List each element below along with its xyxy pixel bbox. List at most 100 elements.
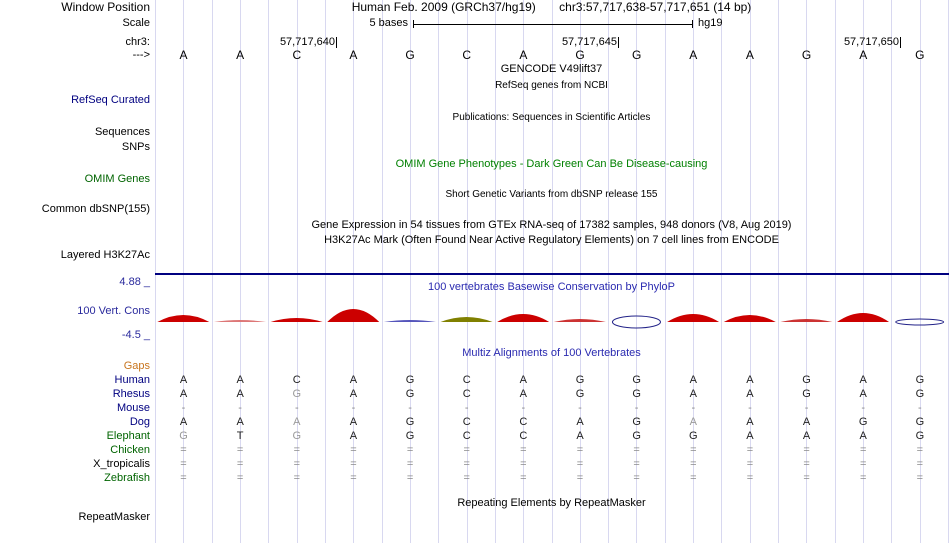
alignment-base: - [294, 402, 299, 414]
conservation-peak [723, 315, 776, 322]
gridline [579, 0, 581, 543]
alignment-base: - [351, 402, 356, 414]
gencode-title[interactable]: GENCODE V49lift37 [500, 63, 603, 75]
alignment-base: G [292, 388, 302, 400]
species-label-mouse[interactable]: Mouse [116, 402, 150, 414]
h3k27ac-title[interactable]: H3K27Ac Mark (Often Found Near Active Re… [324, 234, 779, 246]
tick-mark [900, 36, 901, 48]
species-label-chicken[interactable]: Chicken [110, 444, 150, 456]
conservation-peak [440, 317, 493, 322]
refseq-curated-label[interactable]: RefSeq Curated [71, 94, 150, 106]
multiz-title[interactable]: Multiz Alignments of 100 Vertebrates [462, 347, 641, 359]
sequence-base: C [462, 48, 472, 62]
alignment-base: G [405, 430, 415, 442]
gridline [155, 0, 156, 543]
alignment-base: A [746, 374, 754, 386]
gaps-label[interactable]: Gaps [123, 360, 150, 372]
conservation-peak [213, 320, 266, 322]
alignment-base: G [915, 374, 925, 386]
alignment-base: A [349, 374, 358, 386]
alignment-base: = [406, 444, 414, 456]
sequence-base: G [575, 48, 585, 62]
alignment-base: = [236, 444, 244, 456]
conservation-peak [497, 314, 550, 322]
phylop-title[interactable]: 100 vertebrates Basewise Conservation by… [427, 281, 676, 293]
alignment-base: A [746, 416, 754, 428]
species-label-elephant[interactable]: Elephant [106, 430, 150, 442]
cons-min-label: -4.5 _ [121, 329, 150, 341]
conservation-peak [780, 319, 833, 322]
cons-max-label: 4.88 _ [119, 276, 150, 288]
alignment-base: G [802, 374, 811, 386]
scale-bar [413, 20, 693, 28]
snps-label[interactable]: SNPs [121, 141, 150, 153]
alignment-base: A [859, 388, 867, 400]
alignment-base: = [180, 444, 187, 456]
dbsnp-title[interactable]: Short Genetic Variants from dbSNP releas… [445, 189, 658, 200]
h3k27ac-label[interactable]: Layered H3K27Ac [60, 249, 150, 261]
cons-track-label[interactable]: 100 Vert. Cons [77, 305, 150, 317]
alignment-base: C [292, 374, 301, 386]
alignment-base: - [578, 402, 582, 414]
conservation-peak [327, 309, 380, 322]
omim-genes-label[interactable]: OMIM Genes [84, 173, 150, 185]
alignment-base: - [691, 402, 696, 414]
dbsnp-label[interactable]: Common dbSNP(155) [41, 203, 150, 215]
alignment-base: = [350, 444, 357, 456]
alignment-base: = [463, 444, 470, 456]
assembly-short-label: hg19 [698, 17, 723, 29]
gridline [239, 0, 241, 543]
alignment-base: = [180, 458, 187, 470]
assembly-title: Human Feb. 2009 (GRCh37/hg19) [351, 0, 536, 14]
species-label-x_tropicalis[interactable]: X_tropicalis [93, 458, 150, 470]
alignment-base: G [632, 374, 641, 386]
gridline [183, 0, 185, 543]
alignment-base: = [576, 472, 584, 484]
alignment-base: A [746, 388, 754, 400]
alignment-base: A [236, 374, 244, 386]
alignment-base: A [859, 374, 867, 386]
sequence-base: A [519, 48, 528, 62]
alignment-base: = [803, 472, 810, 484]
alignment-base: = [690, 444, 697, 456]
alignment-base: A [236, 416, 244, 428]
gridline [551, 0, 553, 543]
refseq-title[interactable]: RefSeq genes from NCBI [495, 80, 608, 91]
alignment-base: = [406, 472, 414, 484]
scale-label: Scale [122, 17, 150, 29]
alignment-base: = [859, 472, 867, 484]
gridline [523, 0, 525, 543]
alignment-base: = [803, 458, 810, 470]
gridline [438, 0, 440, 543]
alignment-base: G [179, 430, 188, 442]
sequence-base: G [801, 48, 812, 62]
species-label-human[interactable]: Human [114, 374, 150, 386]
alignment-base: G [858, 416, 868, 428]
alignment-base: = [916, 458, 924, 470]
sequence-base: A [859, 48, 868, 62]
alignment-base: A [689, 374, 697, 386]
alignment-base: G [405, 374, 415, 386]
species-label-rhesus[interactable]: Rhesus [112, 388, 150, 400]
repeatmasker-label[interactable]: RepeatMasker [78, 511, 150, 523]
repeatmasker-title[interactable]: Repeating Elements by RepeatMasker [457, 497, 646, 509]
gridline [636, 0, 638, 543]
alignment-base: C [462, 430, 471, 442]
alignment-base: = [463, 472, 470, 484]
sequence-base: A [179, 48, 188, 62]
alignment-base: G [802, 388, 811, 400]
alignment-base: G [632, 416, 641, 428]
header-row: Human Feb. 2009 (GRCh37/hg19) chr3:57,71… [155, 1, 948, 14]
alignment-base: = [350, 472, 357, 484]
gtex-title[interactable]: Gene Expression in 54 tissues from GTEx … [311, 219, 792, 231]
omim-title[interactable]: OMIM Gene Phenotypes - Dark Green Can Be… [395, 158, 708, 170]
alignment-base: G [405, 388, 415, 400]
sequences-label[interactable]: Sequences [94, 126, 150, 138]
species-label-dog[interactable]: Dog [129, 416, 150, 428]
publications-title[interactable]: Publications: Sequences in Scientific Ar… [452, 112, 651, 123]
gridline [296, 0, 298, 543]
alignment-base: T [236, 430, 244, 442]
species-label-zebrafish[interactable]: Zebrafish [104, 472, 150, 484]
gridline [409, 0, 411, 543]
ruler-tick: 57,717,640 [279, 36, 337, 48]
